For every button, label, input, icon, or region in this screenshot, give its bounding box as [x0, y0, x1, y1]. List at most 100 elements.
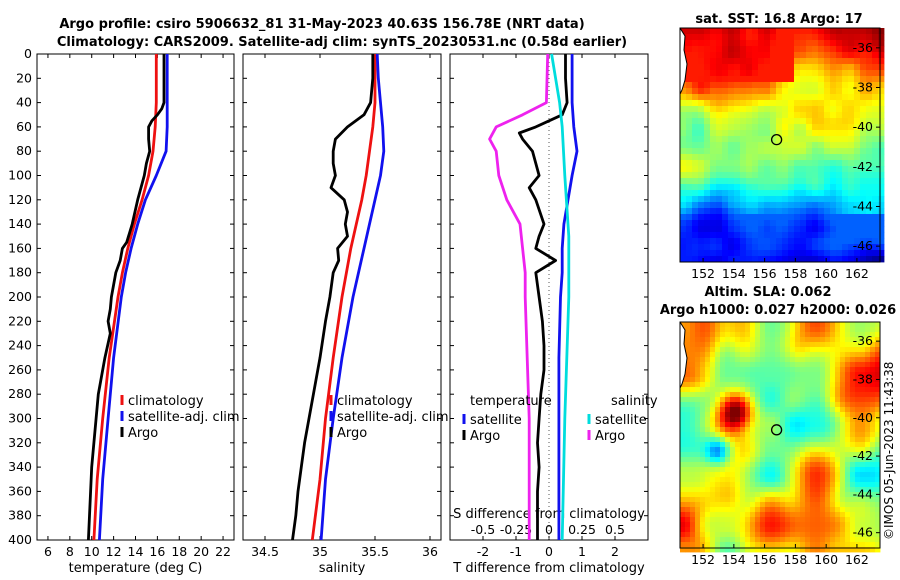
sla-field-cell — [695, 537, 701, 543]
sla-field-cell — [695, 437, 701, 443]
lon-tick-label: 152 — [691, 266, 715, 281]
sla-field-cell — [780, 472, 786, 478]
sst-field-cell — [758, 130, 765, 137]
sla-field-cell — [840, 507, 846, 513]
sla-field-cell — [785, 537, 791, 543]
sla-field-cell — [820, 352, 826, 358]
sla-field-cell — [690, 537, 696, 543]
sst-field-cell — [770, 166, 777, 173]
sst-field-cell — [824, 226, 831, 233]
sla-field-cell — [765, 537, 771, 543]
sst-field-cell — [800, 250, 807, 257]
sst-field-cell — [788, 82, 795, 89]
sla-field-cell — [760, 397, 766, 403]
sla-field-cell — [830, 437, 836, 443]
sst-field-cell — [854, 178, 861, 185]
sst-field-cell — [878, 214, 885, 221]
sla-field-cell — [825, 512, 831, 518]
sst-field-cell — [824, 190, 831, 197]
sst-field-cell — [770, 160, 777, 167]
sla-field-cell — [800, 332, 806, 338]
sla-field-cell — [850, 457, 856, 463]
sla-field-cell — [875, 482, 881, 488]
sst-field-cell — [752, 226, 759, 233]
sla-field-cell — [730, 367, 736, 373]
sla-field-cell — [790, 422, 796, 428]
sst-field-cell — [776, 226, 783, 233]
sla-field-cell — [835, 527, 841, 533]
sst-field-cell — [722, 232, 729, 239]
sla-field-cell — [770, 542, 776, 548]
sst-field-cell — [782, 184, 789, 191]
sla-field-cell — [735, 482, 741, 488]
sla-field-cell — [760, 462, 766, 468]
sla-field-cell — [845, 462, 851, 468]
sst-field-cell — [848, 52, 855, 59]
sst-field-cell — [824, 112, 831, 119]
sla-field-cell — [840, 422, 846, 428]
sst-field-cell — [686, 40, 693, 47]
sst-field-cell — [716, 64, 723, 71]
sla-field-cell — [765, 332, 771, 338]
lon-tick-label: 160 — [814, 266, 838, 281]
sla-field-cell — [790, 437, 796, 443]
sst-field-cell — [716, 148, 723, 155]
sla-field-cell — [860, 397, 866, 403]
sst-field-cell — [860, 130, 867, 137]
sst-field-cell — [818, 238, 825, 245]
sla-field-cell — [685, 367, 691, 373]
sla-field-cell — [875, 457, 881, 463]
sst-field-cell — [842, 250, 849, 257]
sla-field-cell — [805, 452, 811, 458]
sla-field-cell — [855, 357, 861, 363]
sla-field-cell — [835, 437, 841, 443]
sla-field-cell — [725, 517, 731, 523]
sst-field-cell — [686, 208, 693, 215]
sla-field-cell — [790, 467, 796, 473]
y-tick-label: 120 — [8, 192, 32, 207]
sla-frame — [679, 321, 881, 549]
sst-field-cell — [692, 124, 699, 131]
sst-field-cell — [794, 46, 801, 53]
sla-field-cell — [705, 402, 711, 408]
sla-field-cell — [760, 537, 766, 543]
sla-field-cell — [745, 332, 751, 338]
sla-field-cell — [680, 447, 686, 453]
sla-field-cell — [815, 427, 821, 433]
sla-field-cell — [780, 367, 786, 373]
sst-field-cell — [740, 226, 747, 233]
sst-field-cell — [788, 112, 795, 119]
sla-field-cell — [710, 337, 716, 343]
sla-field-cell — [680, 322, 686, 328]
sla-field-cell — [835, 332, 841, 338]
sst-field-cell — [788, 232, 795, 239]
sst-field-cell — [770, 232, 777, 239]
sla-field-cell — [760, 332, 766, 338]
sla-field-cell — [810, 357, 816, 363]
sla-field-cell — [710, 362, 716, 368]
sst-field-cell — [866, 238, 873, 245]
sla-field-cell — [720, 357, 726, 363]
sst-field-cell — [848, 88, 855, 95]
sst-field-cell — [758, 70, 765, 77]
sst-field-cell — [812, 142, 819, 149]
sla-field-cell — [850, 547, 856, 553]
sst-field-cell — [818, 256, 825, 263]
sla-field — [680, 322, 881, 553]
sst-field-cell — [860, 184, 867, 191]
sla-field-cell — [740, 427, 746, 433]
sla-field-cell — [875, 412, 881, 418]
lon-tick-label: 162 — [845, 552, 869, 567]
sla-field-cell — [855, 402, 861, 408]
legend-label: satellite-adj. clim — [128, 410, 240, 425]
sla-field-cell — [815, 482, 821, 488]
sst-field-cell — [782, 136, 789, 143]
sst-field-cell — [686, 202, 693, 209]
sla-field-cell — [875, 327, 881, 333]
sst-field-cell — [734, 52, 741, 59]
sla-field-cell — [845, 492, 851, 498]
sst-field-cell — [704, 220, 711, 227]
sla-field-cell — [840, 532, 846, 538]
sla-field-cell — [775, 417, 781, 423]
sla-field-cell — [730, 387, 736, 393]
